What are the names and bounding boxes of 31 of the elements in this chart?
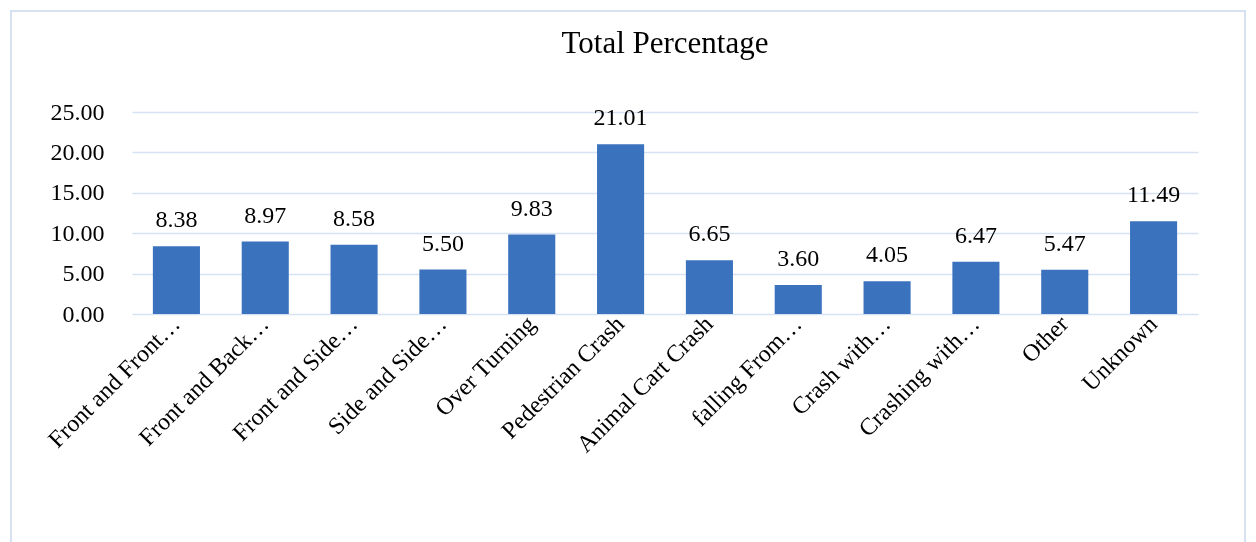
data-label: 3.60 — [777, 244, 820, 271]
chart-title: Total Percentage — [561, 25, 769, 60]
bar — [152, 246, 200, 314]
bar — [241, 241, 289, 314]
data-label: 5.50 — [421, 229, 464, 256]
data-label: 8.38 — [155, 206, 198, 233]
bar — [330, 244, 378, 314]
data-label: 8.58 — [333, 204, 376, 231]
bar — [419, 269, 467, 314]
y-tick-label: 25.00 — [50, 98, 105, 125]
bar — [863, 281, 911, 314]
bar — [685, 260, 733, 314]
data-label: 5.47 — [1043, 229, 1086, 256]
data-label: 6.65 — [688, 220, 731, 247]
bar — [774, 284, 822, 314]
data-label: 9.83 — [510, 194, 553, 221]
data-label: 11.49 — [1127, 181, 1181, 208]
bar — [1041, 269, 1089, 314]
bar — [597, 144, 645, 314]
y-tick-label: 5.00 — [62, 260, 105, 287]
y-tick-label: 20.00 — [50, 138, 105, 165]
bar — [508, 234, 556, 314]
y-tick-label: 10.00 — [50, 219, 105, 246]
data-label: 6.47 — [954, 221, 997, 248]
y-tick-label: 15.00 — [50, 179, 105, 206]
data-label: 21.01 — [593, 104, 648, 131]
bar — [1130, 221, 1178, 314]
y-tick-label: 0.00 — [62, 300, 105, 327]
bar — [952, 261, 1000, 314]
data-label: 8.97 — [244, 201, 287, 228]
data-label: 4.05 — [866, 241, 909, 268]
